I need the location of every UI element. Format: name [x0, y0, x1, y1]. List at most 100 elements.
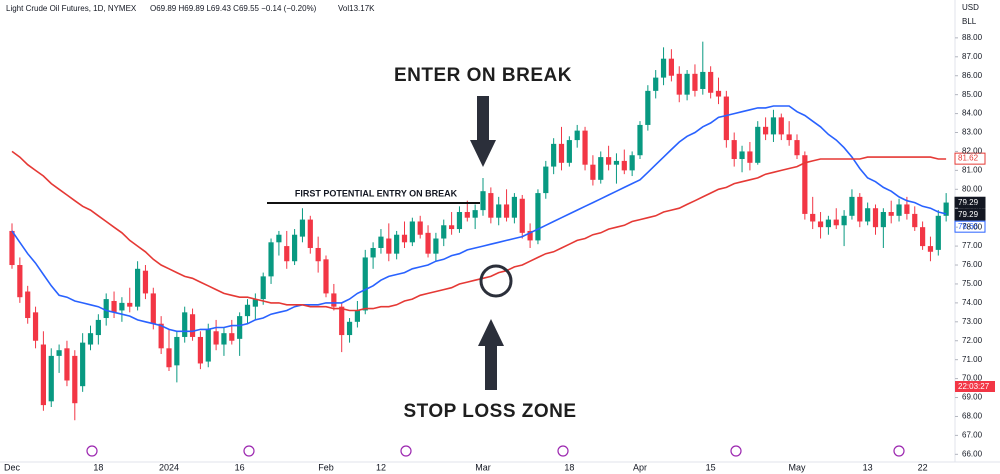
y-tick-label: 76.00 [962, 260, 983, 269]
candle-body [166, 348, 172, 368]
candle-body [221, 333, 227, 345]
annotation-enter: ENTER ON BREAK [394, 65, 572, 86]
candle-body [841, 215, 847, 226]
candle-body [237, 316, 243, 339]
candle-body [229, 333, 235, 341]
candle-body [331, 293, 337, 307]
candle-body [739, 151, 745, 160]
candle-body [700, 71, 706, 89]
candle-body [362, 257, 368, 311]
candle-body [653, 77, 659, 91]
candle-body [519, 198, 525, 233]
candle-body [786, 134, 792, 141]
candle-body [637, 124, 643, 156]
candle-body [927, 246, 934, 252]
candle-body [433, 238, 439, 254]
countdown-badge [955, 381, 995, 392]
candle-body [441, 225, 447, 239]
candle-body [150, 293, 156, 324]
candle-body [346, 321, 353, 336]
y-tick-label: 83.00 [962, 128, 983, 137]
candle-body [72, 355, 78, 404]
candle-body [723, 96, 729, 141]
candle-body [182, 312, 188, 337]
candle-body [833, 219, 839, 226]
x-tick-label: 16 [235, 462, 245, 472]
x-tick-label: 2024 [159, 462, 179, 472]
candle-body [174, 336, 180, 366]
candle-body [370, 247, 376, 258]
candle-body [456, 212, 463, 230]
candle-body [394, 234, 400, 254]
candle-body [354, 310, 360, 322]
y-tick-label: 82.00 [962, 147, 983, 156]
candle-body [386, 238, 392, 254]
y-tick-label: 88.00 [962, 33, 983, 42]
y-tick-label: 71.00 [962, 355, 983, 364]
candle-body [935, 215, 941, 250]
x-tick-label: Dec [4, 462, 21, 472]
candle-body [763, 126, 769, 135]
price-badge-label: 79.29 [958, 210, 979, 219]
y-tick-label: 81.00 [962, 165, 983, 174]
arrow-down [470, 96, 496, 167]
candle-body [56, 350, 62, 356]
candle-body [888, 212, 894, 216]
candle-body [865, 208, 871, 222]
unit: BLL [962, 17, 977, 26]
price-badge [954, 208, 986, 221]
event-icons [86, 445, 905, 457]
candle-body [503, 204, 510, 218]
candle-body [543, 166, 549, 194]
candle-body [417, 221, 423, 235]
y-tick-label: 86.00 [962, 71, 983, 80]
candle-body [810, 213, 816, 222]
candle-body [307, 219, 313, 248]
x-tick-label: 13 [863, 462, 873, 472]
candle-body [449, 225, 455, 230]
x-tick-label: May [788, 462, 806, 472]
y-tick-label: 72.00 [962, 336, 983, 345]
candle-body [904, 204, 910, 214]
candle-body [551, 143, 557, 167]
moving-average [11, 150, 947, 312]
candle-body [95, 319, 101, 336]
x-tick-label: 22 [918, 462, 928, 472]
candle-body [135, 268, 141, 307]
candle-body [598, 157, 604, 180]
plot-area [9, 41, 949, 421]
candle-body [606, 157, 612, 165]
volume-readout: Vol13.17K [338, 4, 375, 13]
candle-body [849, 196, 855, 216]
candle-body [488, 193, 494, 218]
y-tick-label: 75.00 [962, 279, 983, 288]
candle-body [425, 232, 431, 254]
x-tick-label: 18 [93, 462, 103, 472]
candle-body [276, 234, 282, 243]
y-tick-label: 67.00 [962, 431, 983, 440]
candle-body [912, 213, 918, 228]
candle-body [260, 276, 266, 300]
candle-body [111, 300, 117, 313]
y-tick-label: 85.00 [962, 90, 983, 99]
candle-body [80, 342, 86, 387]
candle-body [401, 234, 408, 243]
annotation-first-entry: FIRST POTENTIAL ENTRY ON BREAK [295, 188, 458, 198]
chart-title: Light Crude Oil Futures, 1D, NYMEX [6, 4, 137, 13]
countdown: 22:03:27 [958, 382, 990, 391]
y-tick-label: 66.00 [962, 449, 983, 458]
candle-body [590, 164, 596, 180]
price-badges: 81.62 79.29 79.29 78.66 [954, 152, 986, 233]
candle-body [496, 204, 502, 218]
stop-circle [479, 264, 513, 298]
candle-body [747, 151, 753, 163]
candle-body [464, 212, 470, 218]
currency: USD [962, 3, 979, 12]
candle-body [676, 73, 682, 95]
y-tick-label: 80.00 [962, 184, 983, 193]
candle-body [920, 227, 926, 247]
y-tick-label: 73.00 [962, 317, 983, 326]
candle-body [621, 160, 627, 171]
x-tick-label: Feb [318, 462, 334, 472]
